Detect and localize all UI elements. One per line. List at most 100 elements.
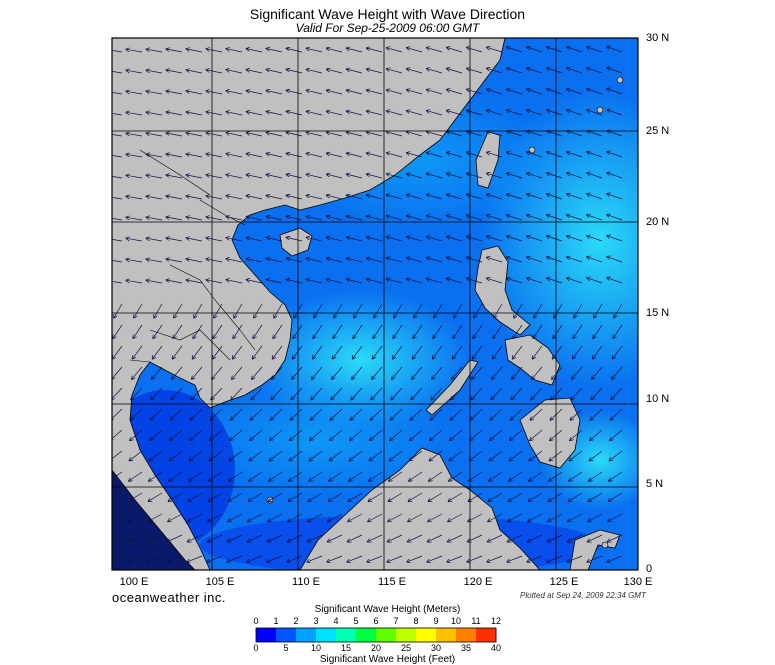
wave-arrow (607, 110, 623, 116)
wave-arrow (373, 324, 383, 338)
wave-arrow (312, 345, 323, 359)
lat-label-0: 0 (646, 563, 653, 575)
wave-arrow (612, 345, 623, 359)
wave-arrow (527, 173, 543, 179)
wave-arrow (467, 257, 483, 263)
wave-arrow (607, 278, 623, 284)
wave-arrow (492, 366, 503, 379)
wave-arrow (226, 133, 243, 137)
wave-arrow (452, 345, 463, 359)
wave-arrow (607, 68, 623, 74)
wave-arrow (589, 471, 603, 481)
wave-arrow (306, 90, 323, 95)
wave-arrow (288, 492, 303, 501)
colorbar-segment (376, 628, 397, 642)
wave-arrow (508, 492, 523, 501)
wave-arrow (410, 408, 423, 420)
wave-arrow (507, 173, 523, 179)
wave-arrow (113, 324, 123, 338)
wave-arrow (587, 257, 603, 263)
wave-arrow (327, 132, 343, 137)
wave-arrow (112, 70, 123, 74)
wave-arrow (394, 303, 403, 318)
wave-arrow (372, 366, 383, 379)
wave-arrow (510, 408, 523, 420)
wave-arrow (306, 111, 323, 116)
wave-arrow (367, 195, 383, 200)
wave-arrow (487, 257, 503, 263)
wave-arrow (488, 513, 503, 522)
wave-arrow (527, 89, 543, 95)
wave-arrow (453, 324, 463, 338)
wave-arrow (327, 174, 343, 179)
wave-arrow (567, 89, 583, 95)
wave-arrow (447, 555, 463, 562)
lon-label-110: 110 E (292, 576, 320, 588)
wave-arrow (528, 513, 543, 522)
wave-arrow (492, 345, 503, 359)
wave-arrow (467, 131, 483, 137)
wave-arrow (390, 408, 403, 420)
wave-arrow (607, 152, 623, 158)
wave-arrow (407, 174, 423, 179)
colorbar-meters-tick: 0 (253, 616, 259, 626)
wave-arrow (286, 153, 303, 158)
wave-arrow (306, 237, 323, 242)
wave-arrow (552, 345, 563, 359)
wave-arrow (527, 110, 543, 116)
wave-arrow (571, 387, 583, 400)
wave-arrow (609, 471, 623, 481)
wave-arrow (206, 217, 223, 221)
wave-arrow (447, 69, 463, 74)
wave-arrow (208, 492, 223, 501)
wave-arrow (511, 387, 523, 400)
wave-arrow (226, 196, 243, 200)
wave-arrow (231, 387, 243, 400)
lat-label-5: 5 N (646, 478, 664, 490)
wave-arrow (172, 366, 183, 379)
wave-arrow (447, 258, 463, 263)
wave-arrow (507, 47, 523, 53)
wave-arrow (347, 48, 363, 53)
wave-arrow (489, 450, 503, 461)
wave-arrow (391, 387, 403, 400)
wave-arrow (610, 429, 623, 440)
wave-arrow (347, 132, 363, 137)
wave-arrow (246, 175, 263, 179)
wave-arrow (472, 366, 483, 379)
wave-arrow (587, 194, 603, 200)
wave-arrow (614, 303, 623, 318)
wave-arrow (166, 217, 183, 221)
wave-arrow (587, 236, 603, 242)
wave-arrow (206, 175, 223, 179)
wave-arrow (186, 154, 203, 158)
land-palawan (425, 359, 479, 416)
wave-arrow (166, 91, 183, 95)
wave-arrow (547, 173, 563, 179)
wave-arrow (607, 555, 623, 562)
wave-arrow (186, 91, 203, 95)
wave-arrow (447, 237, 463, 242)
wave-arrow (487, 152, 503, 158)
wave-arrow (126, 112, 143, 116)
wave-arrow (407, 69, 423, 74)
wave-arrow (192, 366, 203, 379)
wave-arrow (367, 555, 383, 562)
wave-arrow (146, 112, 163, 116)
wave-arrow (472, 345, 483, 359)
wave-arrow (171, 387, 183, 400)
colorbar-feet-tick: 15 (340, 643, 351, 653)
wave-arrow (593, 324, 603, 338)
wave-arrow (467, 47, 483, 53)
wave-arrow (307, 555, 323, 562)
wave-arrow (467, 110, 483, 116)
wave-arrow (490, 408, 503, 420)
wave-arrow (367, 90, 383, 95)
wave-arrow (387, 555, 403, 562)
brand-logo-text: oceanweather inc. (112, 590, 227, 605)
wave-arrow (153, 324, 163, 338)
wave-arrow (211, 387, 223, 400)
wave-arrow (126, 217, 143, 221)
wave-arrow (166, 154, 183, 158)
wave-arrow (567, 194, 583, 200)
